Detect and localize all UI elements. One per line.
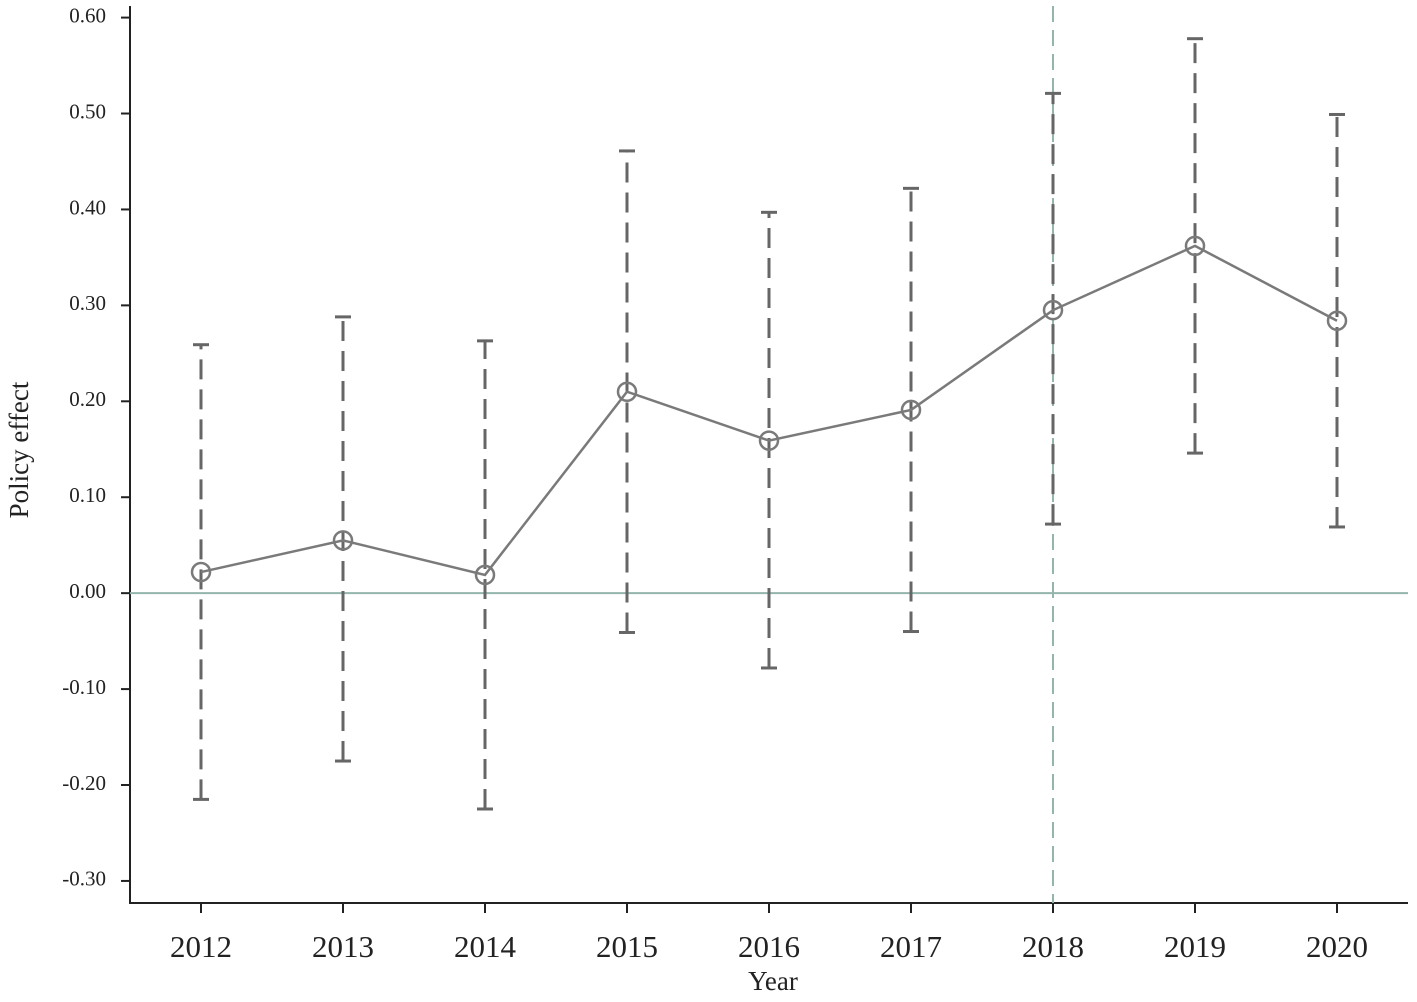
y-tick-label: 0.30 [69, 291, 106, 315]
y-tick-label: 0.40 [69, 195, 106, 219]
x-tick-label: 2018 [1022, 929, 1084, 964]
y-tick-label: 0.10 [69, 483, 106, 507]
point [758, 430, 780, 451]
y-tick-label: -0.20 [62, 771, 106, 795]
point [190, 561, 212, 583]
y-tick-label: 0.20 [69, 387, 106, 411]
y-tick-label: 0.50 [69, 99, 106, 123]
point [474, 564, 496, 586]
point [616, 381, 638, 402]
point [1184, 235, 1206, 257]
point [332, 530, 354, 551]
y-axis-label: Policy effect [4, 381, 34, 518]
point [900, 399, 922, 421]
x-tick-label: 2019 [1164, 929, 1226, 964]
x-axis-label: Year [748, 966, 798, 996]
x-tick-label: 2020 [1306, 929, 1368, 964]
y-tick-label: -0.10 [62, 675, 106, 699]
x-tick-label: 2015 [596, 929, 658, 964]
x-tick-label: 2017 [880, 929, 942, 964]
x-tick-label: 2014 [454, 929, 517, 964]
point [1326, 310, 1348, 331]
y-tick-label: 0.00 [69, 579, 106, 603]
point [1042, 299, 1064, 321]
x-tick-label: 2016 [738, 929, 800, 964]
y-tick-label: 0.60 [69, 3, 106, 27]
x-tick-label: 2012 [170, 929, 232, 964]
x-tick-label: 2013 [312, 929, 374, 964]
line [200, 244, 1338, 577]
y-tick-label: -0.30 [62, 867, 106, 891]
